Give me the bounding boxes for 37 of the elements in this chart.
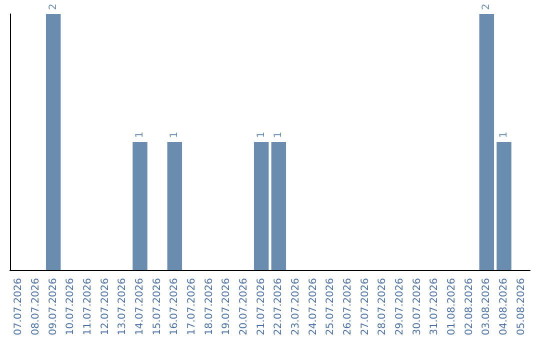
x-tick-label: 05.08.2026 (516, 278, 527, 336)
data-label: 1 (273, 132, 284, 138)
x-tick-label: 03.08.2026 (481, 278, 492, 336)
x-tick-label: 21.07.2026 (256, 278, 267, 336)
data-label: 2 (48, 4, 59, 10)
x-tick-label: 19.07.2026 (221, 278, 232, 336)
data-label: 1 (498, 132, 510, 138)
x-tick-label: 13.07.2026 (117, 278, 128, 336)
x-tick-label: 09.07.2026 (48, 278, 59, 336)
x-tick-label: 24.07.2026 (308, 278, 319, 336)
data-label: 1 (134, 132, 146, 138)
x-tick-label: 27.07.2026 (360, 278, 371, 336)
x-tick-label: 12.07.2026 (100, 278, 111, 336)
x-tick-label: 17.07.2026 (186, 278, 198, 336)
x-tick-label: 20.07.2026 (238, 278, 250, 336)
data-label: 1 (169, 132, 180, 138)
x-tick-label: 30.07.2026 (412, 278, 423, 336)
x-tick-label: 07.07.2026 (13, 278, 24, 336)
x-tick-label: 23.07.2026 (290, 278, 302, 336)
x-tick-label: 04.08.2026 (498, 278, 510, 336)
x-tick-label: 26.07.2026 (342, 278, 354, 336)
x-tick-label: 15.07.2026 (152, 278, 163, 336)
x-tick-label: 28.07.2026 (377, 278, 388, 336)
x-tick-label: 02.08.2026 (464, 278, 475, 336)
data-label: 2 (481, 4, 492, 10)
x-tick-label: 10.07.2026 (65, 278, 76, 336)
data-label: 1 (256, 132, 267, 138)
x-tick-label: 29.07.2026 (394, 278, 406, 336)
x-tick-label: 18.07.2026 (204, 278, 215, 336)
x-tick-label: 22.07.2026 (273, 278, 284, 336)
x-tick-label: 31.07.2026 (429, 278, 440, 336)
x-tick-label: 08.07.2026 (30, 278, 42, 336)
x-tick-label: 25.07.2026 (325, 278, 336, 336)
x-tick-label: 11.07.2026 (82, 278, 94, 336)
x-tick-label: 16.07.2026 (169, 278, 180, 336)
x-tick-label: 01.08.2026 (446, 278, 458, 336)
x-tick-label: 14.07.2026 (134, 278, 146, 336)
